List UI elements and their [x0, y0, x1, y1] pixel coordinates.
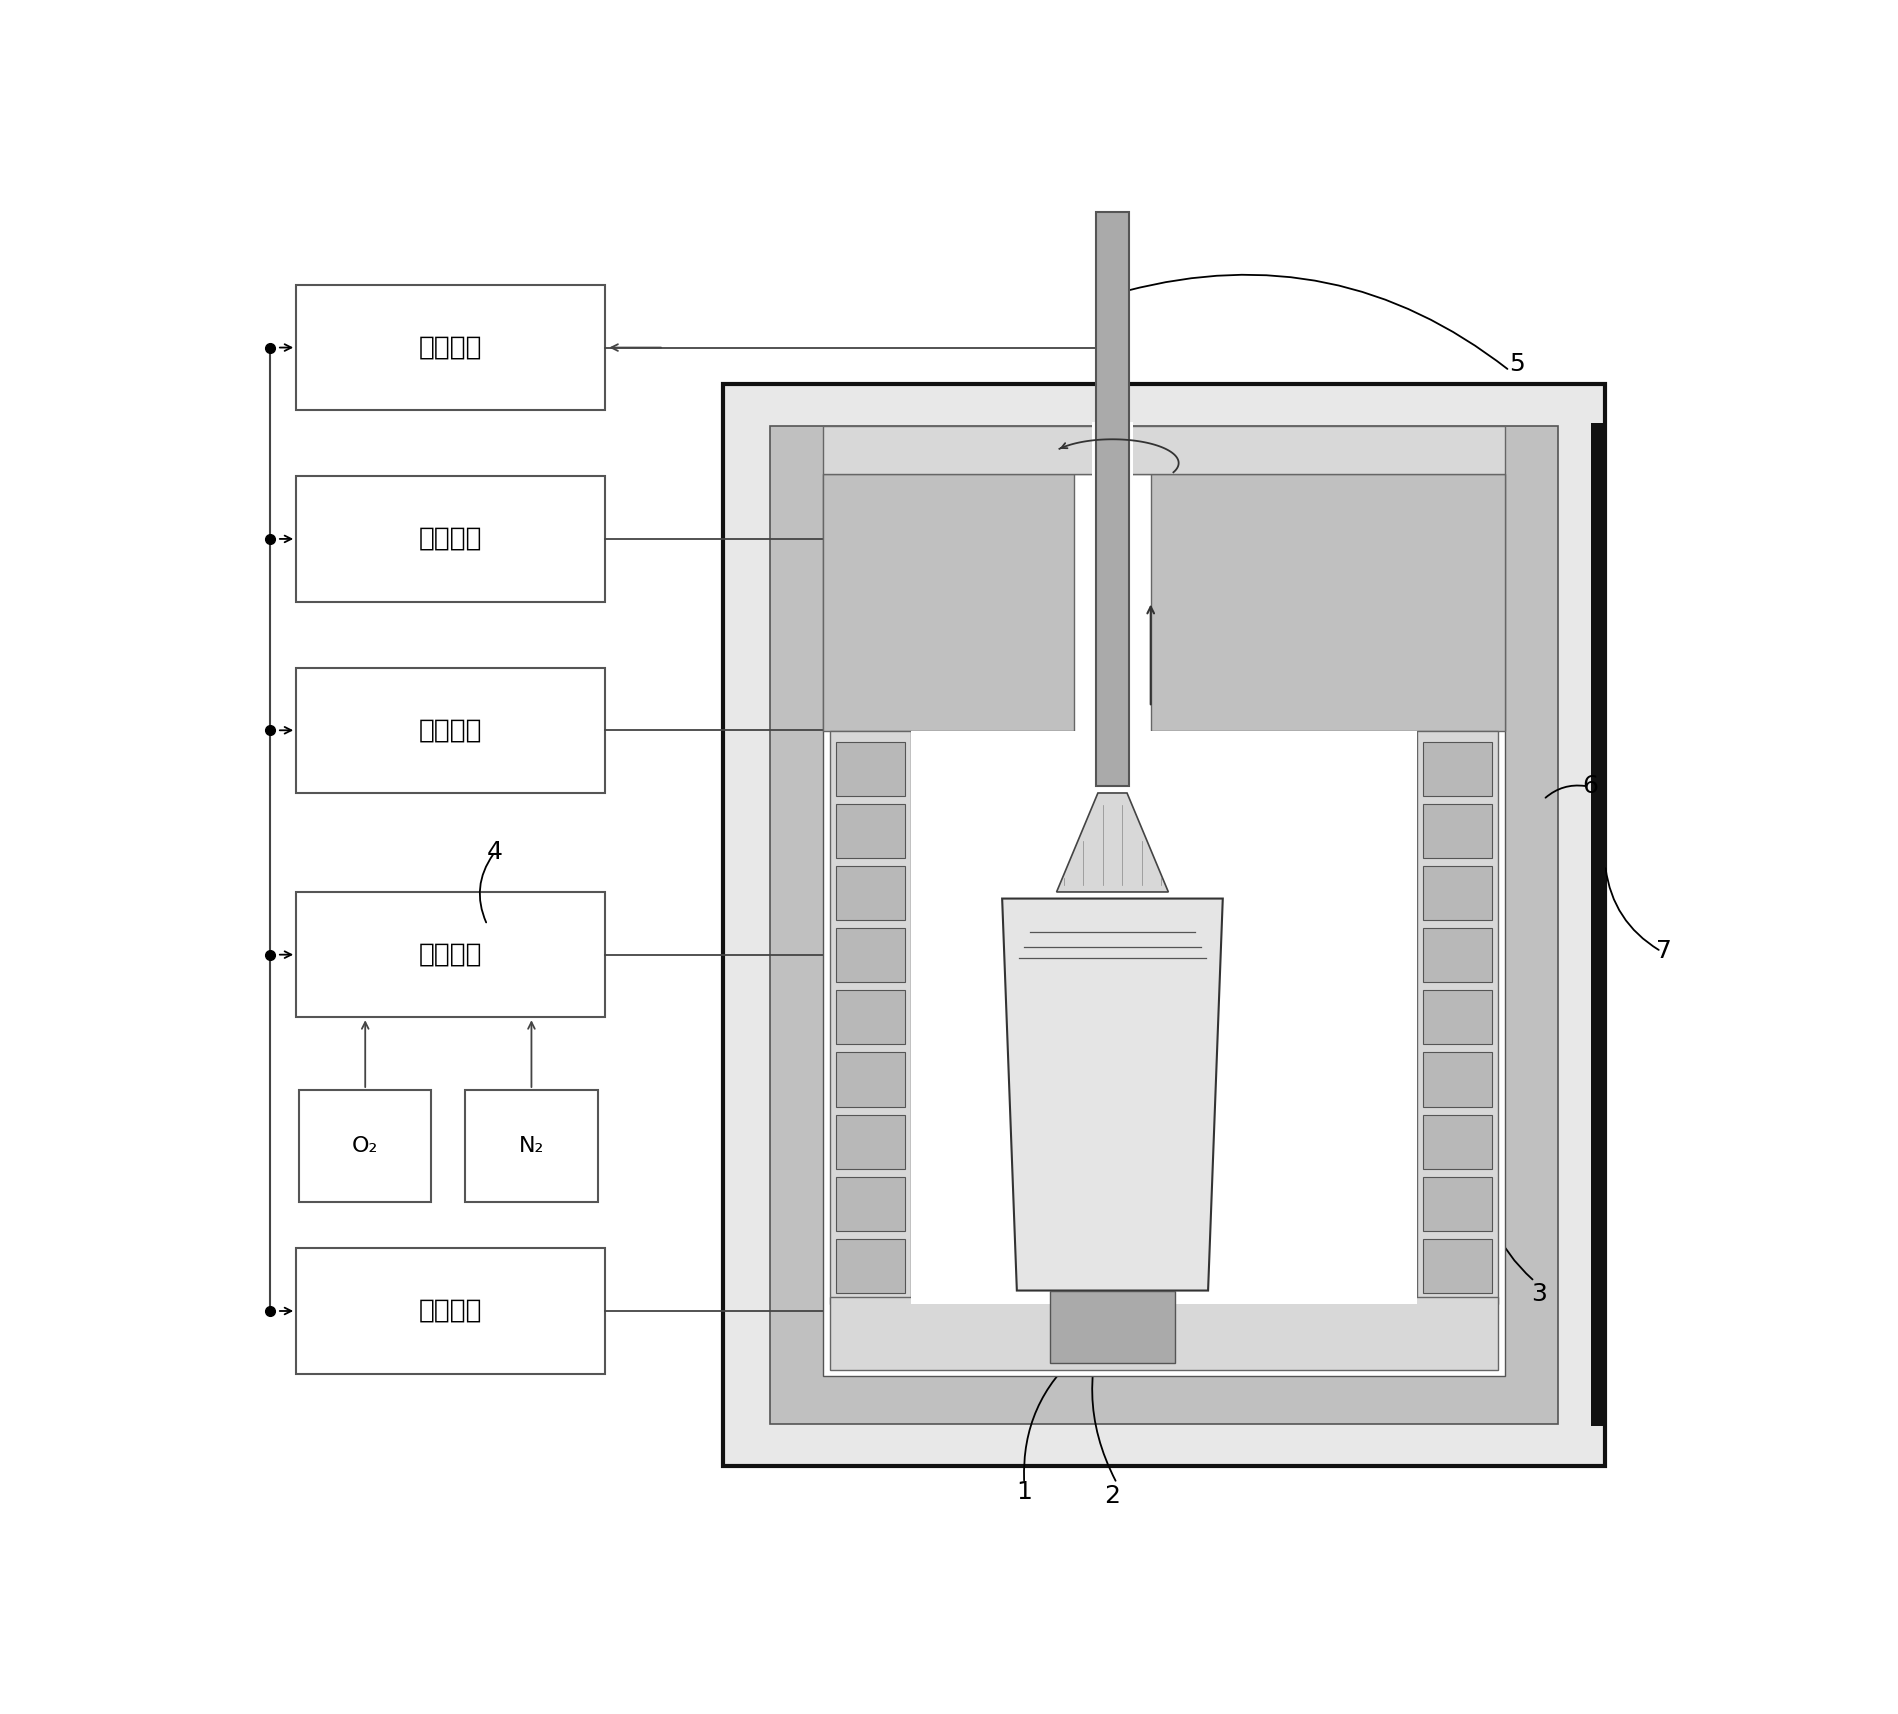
Polygon shape — [1057, 794, 1169, 891]
Bar — [1424, 742, 1492, 795]
Bar — [829, 730, 911, 1304]
Text: 4: 4 — [486, 840, 503, 864]
Text: 3: 3 — [1532, 1282, 1547, 1306]
Text: 1: 1 — [1015, 1481, 1033, 1505]
Bar — [296, 891, 605, 1018]
Bar — [296, 668, 605, 794]
Text: 6: 6 — [1583, 775, 1598, 799]
Text: 转速控制: 转速控制 — [419, 526, 482, 552]
Bar — [835, 1178, 905, 1231]
Bar — [822, 427, 1505, 473]
Polygon shape — [1002, 898, 1222, 1291]
Bar — [835, 742, 905, 795]
Bar — [911, 730, 1418, 1304]
Bar — [822, 473, 1074, 730]
Text: 线圈电源: 线圈电源 — [419, 1297, 482, 1323]
Text: 重量测试: 重量测试 — [419, 334, 482, 360]
Text: O₂: O₂ — [351, 1136, 378, 1155]
Bar — [1591, 423, 1606, 1426]
Bar — [835, 866, 905, 920]
Bar — [835, 1114, 905, 1169]
Bar — [296, 1248, 605, 1373]
Bar — [1150, 473, 1505, 730]
Bar — [1424, 927, 1492, 982]
Bar — [1091, 422, 1133, 476]
Text: 拉速控制: 拉速控制 — [419, 716, 482, 744]
Bar — [1097, 213, 1129, 787]
Bar — [1424, 991, 1492, 1044]
Bar — [835, 1052, 905, 1107]
Bar — [835, 1239, 905, 1292]
Text: 2: 2 — [1105, 1484, 1120, 1508]
Bar — [296, 476, 605, 602]
Bar — [465, 1090, 598, 1202]
Bar — [822, 473, 1505, 1376]
Bar — [829, 1297, 1498, 1369]
Bar — [1424, 1239, 1492, 1292]
Text: 7: 7 — [1657, 939, 1672, 963]
Bar — [1424, 804, 1492, 859]
Bar — [1424, 1052, 1492, 1107]
Text: 气体供应: 气体供应 — [419, 941, 482, 968]
Bar — [1050, 1291, 1175, 1363]
Bar — [835, 991, 905, 1044]
Bar — [1424, 1178, 1492, 1231]
Bar — [1418, 730, 1498, 1304]
Text: 5: 5 — [1509, 351, 1524, 375]
Bar — [723, 384, 1606, 1465]
Bar — [296, 285, 605, 410]
Bar — [1424, 1114, 1492, 1169]
Bar — [771, 427, 1558, 1424]
Text: N₂: N₂ — [518, 1136, 545, 1155]
Bar — [835, 804, 905, 859]
Bar — [835, 927, 905, 982]
Bar — [1424, 866, 1492, 920]
Bar — [300, 1090, 431, 1202]
